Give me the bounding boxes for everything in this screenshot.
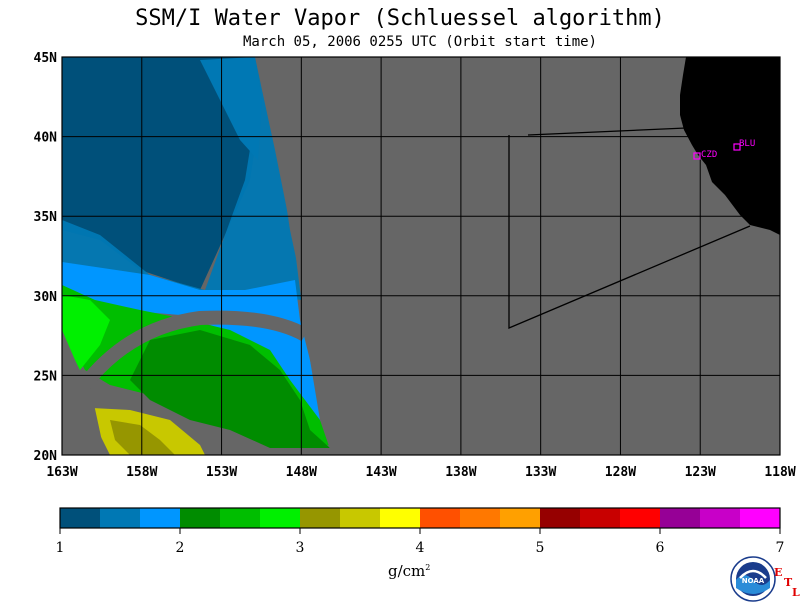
colorbar-tick-label: 7 [776, 540, 785, 556]
etl-letter-e: E [774, 566, 783, 579]
colorbar-tick-label: 5 [536, 540, 545, 556]
swath-region-bright-green [62, 295, 110, 370]
lon-tick-label: 158W [126, 465, 157, 480]
colorbar-tick-labels: 1 2 3 4 5 6 7 [56, 528, 785, 556]
swath-region-blue [62, 57, 305, 300]
colorbar-swatch [260, 508, 301, 528]
colorbar-swatch [340, 508, 381, 528]
lon-tick-label: 118W [764, 465, 795, 480]
map-title: SSM/I Water Vapor (Schluessel algorithm) [135, 6, 665, 31]
colorbar-swatch [300, 508, 341, 528]
svg-text:NOAA: NOAA [742, 577, 765, 585]
flight-track-north [527, 127, 687, 136]
colorbar-swatch [220, 508, 261, 528]
colorbar-tick-label: 3 [296, 540, 305, 556]
etl-letter-t: T [784, 576, 793, 589]
station-blu-label: BLU [739, 139, 755, 149]
colorbar-tick-label: 1 [56, 540, 65, 556]
etl-letter-l: L [792, 586, 800, 599]
map-grid [62, 57, 780, 455]
station-czd-marker [693, 152, 701, 160]
station-czd-label: CZD [701, 150, 717, 160]
swath-region-light-blue [62, 262, 325, 430]
map-subtitle: March 05, 2006 0255 UTC (Orbit start tim… [242, 34, 597, 50]
swath-edge-right [255, 57, 780, 455]
longitude-labels: 163W 158W 153W 148W 143W 138W 133W 128W 123W 118W [46, 465, 795, 480]
colorbar-swatch [380, 508, 421, 528]
colorbar-swatch [140, 508, 181, 528]
lon-tick-label: 143W [365, 465, 396, 480]
colorbar-swatch [460, 508, 501, 528]
swath-edge-left [62, 330, 105, 455]
colorbar-swatch [740, 508, 781, 528]
lon-tick-label: 128W [605, 465, 636, 480]
lat-tick-label: 35N [34, 210, 58, 225]
swath-region-dark-green [130, 330, 330, 448]
swath-region-blue-2 [200, 57, 262, 160]
lon-tick-label: 138W [445, 465, 476, 480]
units-exponent: 2 [425, 563, 431, 572]
lon-tick-label: 148W [286, 465, 317, 480]
swath-region-dark-blue [62, 57, 262, 290]
colorbar-tick-label: 6 [656, 540, 665, 556]
swath-gap-arc [62, 310, 309, 424]
units-text: g/cm [388, 562, 426, 580]
lat-tick-label: 20N [34, 449, 58, 464]
colorbar-swatch [700, 508, 741, 528]
lat-tick-label: 40N [34, 131, 58, 146]
lon-tick-label: 133W [525, 465, 556, 480]
latitude-labels: 45N 40N 35N 30N 25N 20N [34, 51, 58, 464]
colorbar-swatch [420, 508, 461, 528]
colorbar-swatch [660, 508, 701, 528]
colorbar-swatch [60, 508, 101, 528]
colorbar-swatch [540, 508, 581, 528]
lat-tick-label: 25N [34, 369, 58, 384]
colorbar-units: g/cm2 [388, 562, 430, 580]
colorbar-swatch [620, 508, 661, 528]
map-frame [61, 56, 781, 456]
lat-tick-label: 30N [34, 290, 58, 305]
colorbar-swatch [100, 508, 141, 528]
station-blu-marker [733, 143, 741, 151]
lon-tick-label: 163W [46, 465, 77, 480]
flight-track [508, 135, 751, 329]
lat-tick-label: 45N [34, 51, 58, 66]
noaa-logo: NOAA [730, 556, 776, 602]
land-california [680, 57, 780, 235]
colorbar-tick-label: 4 [416, 540, 425, 556]
colorbar-tick-label: 2 [176, 540, 185, 556]
colorbar-swatch [580, 508, 621, 528]
lon-tick-label: 153W [206, 465, 237, 480]
colorbar-swatch [180, 508, 221, 528]
colorbar-swatch [500, 508, 541, 528]
water-vapor-swath [62, 57, 780, 455]
colorbar [59, 507, 781, 529]
swath-region-olive [110, 420, 175, 455]
lon-tick-label: 123W [685, 465, 716, 480]
